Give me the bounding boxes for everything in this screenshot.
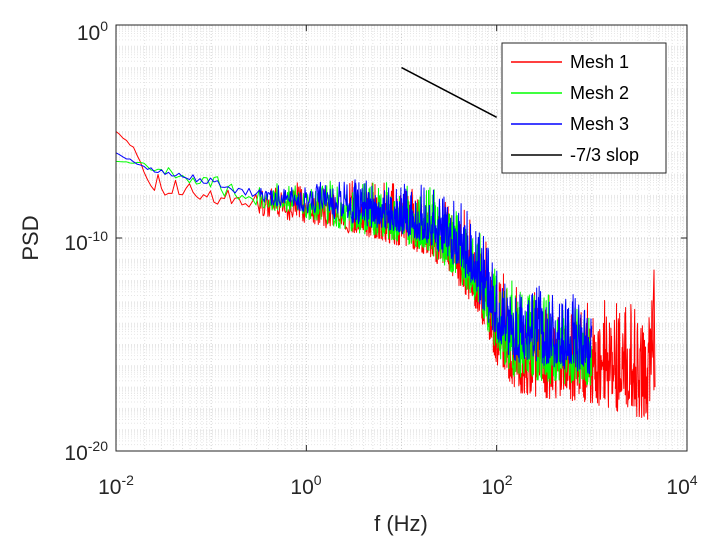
series-line-mesh-3: [116, 152, 593, 375]
y-tick-label: 10-20: [64, 438, 108, 465]
legend-label-mesh-2: Mesh 2: [570, 83, 629, 103]
slope-reference-line: [401, 66, 498, 118]
x-tick-label: 102: [481, 472, 512, 499]
legend: Mesh 1 Mesh 2 Mesh 3 -7/3 slop: [501, 42, 667, 174]
x-axis-label: f (Hz): [374, 511, 428, 536]
y-tick-label: 10-10: [64, 228, 108, 255]
legend-label-slope: -7/3 slop: [570, 145, 639, 165]
x-tick-label: 100: [290, 472, 321, 499]
x-tick-label: 10-2: [98, 472, 134, 499]
tick-marks: [115, 24, 688, 452]
x-tick-label: 104: [666, 472, 697, 499]
legend-label-mesh-1: Mesh 1: [570, 52, 629, 72]
legend-box: [501, 42, 667, 174]
series-layer: [116, 66, 656, 420]
y-axis-label: PSD: [18, 215, 43, 260]
y-tick-label: 100: [77, 18, 108, 45]
legend-label-mesh-3: Mesh 3: [570, 114, 629, 134]
